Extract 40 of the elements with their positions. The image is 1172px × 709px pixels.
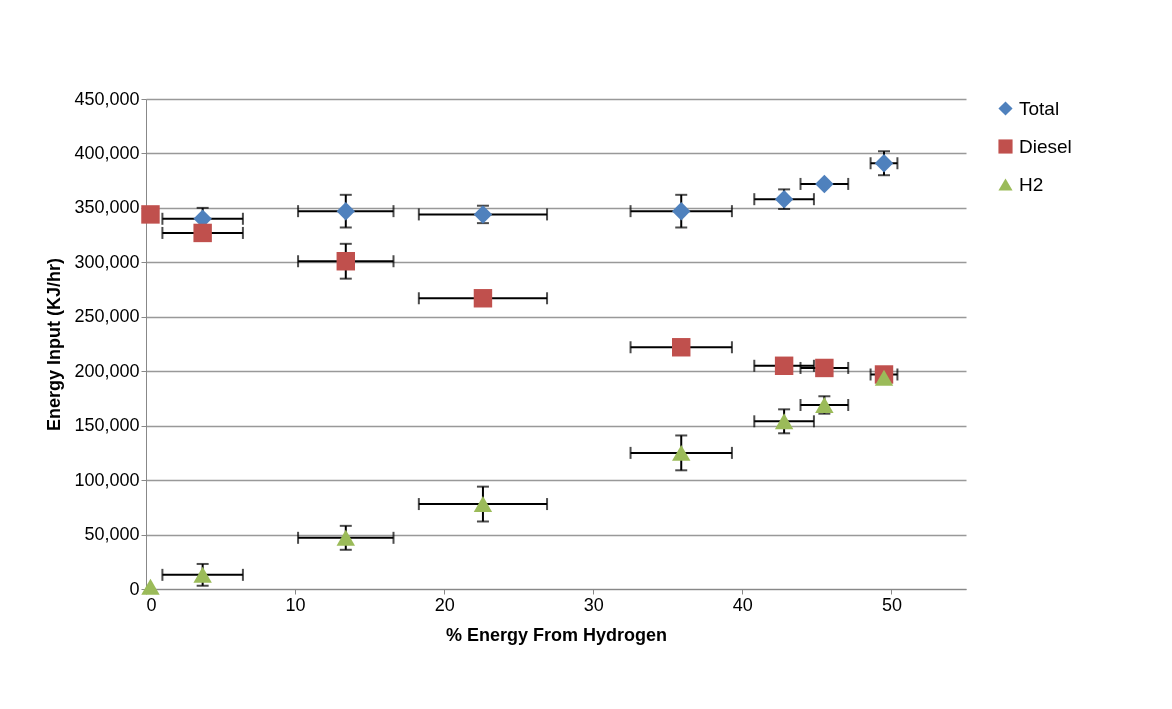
- point: [672, 338, 691, 357]
- y-tick-label: 0: [129, 578, 140, 599]
- point: [774, 413, 794, 430]
- x-tick-label: 0: [146, 594, 157, 615]
- y-tick-label: 250,000: [74, 306, 140, 327]
- point: [336, 529, 355, 546]
- x-tick-label: 10: [285, 594, 306, 615]
- point: [473, 289, 493, 308]
- point: [141, 205, 160, 224]
- point: [336, 252, 355, 271]
- y-axis-title: Energy Input (KJ/hr): [44, 257, 65, 432]
- legend-label: Diesel: [1019, 135, 1072, 157]
- legend-label: H2: [1019, 173, 1044, 195]
- point: [193, 566, 212, 583]
- y-tick-label: 350,000: [74, 197, 140, 218]
- x-tick-label: 30: [583, 594, 604, 615]
- point: [815, 358, 834, 378]
- x-tick-label: 40: [732, 594, 753, 615]
- point: [193, 223, 212, 243]
- x-tick-label: 50: [881, 594, 902, 615]
- y-tick-label: 300,000: [74, 251, 140, 272]
- point: [473, 205, 493, 224]
- y-tick-label: 400,000: [74, 142, 140, 163]
- point: [815, 174, 834, 194]
- legend-label: Total: [1019, 97, 1060, 119]
- point: [336, 201, 355, 221]
- point: [141, 578, 160, 595]
- point: [774, 356, 794, 375]
- y-tick-label: 200,000: [74, 360, 140, 381]
- point: [672, 444, 691, 461]
- x-axis-title: % Energy From Hydrogen: [445, 624, 668, 645]
- point: [473, 496, 493, 513]
- y-tick-label: 100,000: [74, 469, 140, 490]
- y-tick-label: 450,000: [74, 88, 140, 109]
- x-tick-label: 20: [434, 594, 455, 615]
- point: [672, 201, 691, 221]
- y-tick-label: 50,000: [84, 524, 140, 545]
- y-tick-label: 150,000: [74, 415, 140, 436]
- point: [874, 369, 894, 386]
- point: [874, 154, 894, 173]
